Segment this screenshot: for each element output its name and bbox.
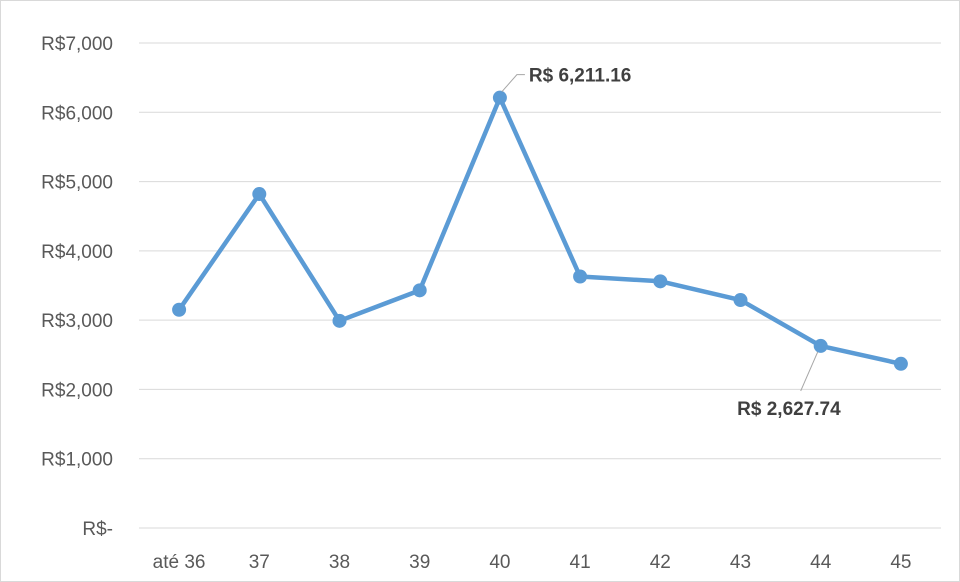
data-point <box>412 283 427 298</box>
x-tick-label: 42 <box>650 552 671 573</box>
data-point <box>332 313 347 328</box>
series-line-layer <box>176 95 904 367</box>
x-tick-label: até 36 <box>153 552 206 573</box>
y-axis-tick-labels: R$- R$1,000 R$2,000 R$3,000 R$4,000 R$5,000 R$… <box>41 34 113 540</box>
data-point <box>733 293 748 308</box>
y-tick-label: R$- <box>82 519 113 540</box>
x-tick-label: 40 <box>489 552 510 573</box>
x-tick-label: 43 <box>730 552 751 573</box>
data-labels: R$ 6,211.16 R$ 2,627.74 <box>501 66 841 420</box>
y-tick-label: R$3,000 <box>41 311 113 332</box>
y-tick-label: R$1,000 <box>41 450 113 471</box>
data-point <box>252 187 267 202</box>
data-points <box>172 90 908 371</box>
data-point <box>172 302 187 317</box>
y-tick-label: R$4,000 <box>41 242 113 263</box>
y-tick-label: R$6,000 <box>41 103 113 124</box>
y-tick-label: R$7,000 <box>41 34 113 55</box>
data-label: R$ 6,211.16 <box>529 66 631 87</box>
data-point <box>813 338 828 353</box>
x-tick-label: 44 <box>810 552 832 573</box>
x-tick-label: 39 <box>409 552 430 573</box>
data-point <box>492 90 507 105</box>
data-point <box>893 356 908 371</box>
y-tick-label: R$5,000 <box>41 173 113 194</box>
data-point <box>573 269 588 284</box>
x-tick-label: 45 <box>890 552 911 573</box>
y-tick-label: R$2,000 <box>41 380 113 401</box>
x-tick-label: 38 <box>329 552 350 573</box>
data-label: R$ 2,627.74 <box>737 399 841 420</box>
x-axis-tick-labels: até 36 37 38 39 40 41 42 43 44 45 <box>153 552 912 573</box>
series-line <box>176 95 904 367</box>
data-point <box>653 274 668 289</box>
x-tick-label: 41 <box>570 552 591 573</box>
leader-line <box>501 74 525 92</box>
gridlines <box>139 42 941 529</box>
x-tick-label: 37 <box>249 552 270 573</box>
leader-line <box>800 351 819 392</box>
